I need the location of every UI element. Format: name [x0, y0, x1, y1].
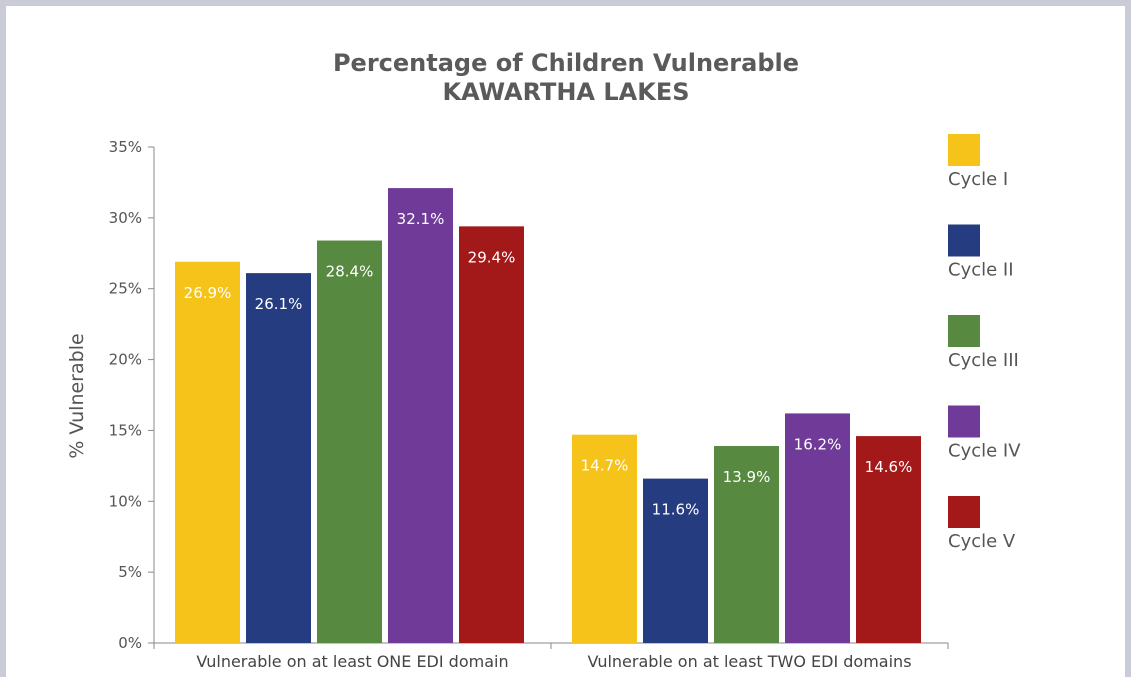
bar [643, 478, 708, 643]
bar [317, 240, 382, 643]
data-label: 28.4% [326, 263, 374, 281]
data-label: 16.2% [794, 435, 842, 453]
y-tick-label: 30% [109, 209, 142, 227]
data-label: 26.1% [255, 295, 303, 313]
bar [856, 436, 921, 643]
bar-chart: Percentage of Children Vulnerable KAWART… [66, 49, 1021, 671]
y-tick-label: 15% [109, 421, 142, 439]
bars: 26.9% 26.1% 28.4% 32.1% 29.4% 14.7% 11.6% 13.9%… [175, 188, 921, 644]
y-tick-label: 25% [109, 280, 142, 298]
data-label: 26.9% [184, 284, 232, 302]
data-label: 13.9% [723, 468, 771, 486]
legend-swatch [948, 405, 980, 438]
y-axis: 0% 5% 10% 15% 20% 25% 30% 35% [109, 138, 155, 652]
x-category-label: Vulnerable on at least TWO EDI domains [587, 652, 911, 671]
legend-label: Cycle V [948, 531, 1016, 552]
legend-swatch [948, 224, 980, 257]
legend-label: Cycle IV [948, 441, 1021, 462]
data-label: 32.1% [397, 210, 445, 228]
y-tick-label: 35% [109, 138, 142, 156]
y-axis-label: % Vulnerable [66, 333, 88, 458]
legend-label: Cycle I [948, 169, 1008, 190]
legend-label: Cycle III [948, 350, 1019, 371]
y-tick-label: 20% [109, 351, 142, 369]
y-tick-label: 0% [118, 634, 142, 652]
chart-subtitle: KAWARTHA LAKES [443, 78, 690, 106]
legend-swatch [948, 315, 980, 347]
data-label: 29.4% [468, 248, 516, 266]
y-tick-label: 10% [109, 492, 142, 510]
legend-swatch [948, 496, 980, 528]
data-label: 11.6% [652, 501, 700, 519]
legend: Cycle I Cycle II Cycle III Cycle IV Cycle V [948, 134, 1021, 552]
legend-label: Cycle II [948, 260, 1014, 281]
bar [246, 273, 311, 643]
legend-swatch [948, 134, 980, 166]
bar [388, 188, 453, 643]
chart-title: Percentage of Children Vulnerable [333, 49, 799, 77]
data-label: 14.6% [865, 458, 913, 476]
x-axis: Vulnerable on at least ONE EDI domain Vul… [153, 642, 949, 671]
bar [175, 261, 240, 643]
data-label: 14.7% [581, 457, 629, 475]
bar [785, 413, 850, 643]
x-category-label: Vulnerable on at least ONE EDI domain [196, 652, 508, 671]
bar [572, 434, 637, 643]
bar [459, 226, 524, 644]
y-tick-label: 5% [118, 563, 142, 581]
bar [714, 446, 779, 643]
